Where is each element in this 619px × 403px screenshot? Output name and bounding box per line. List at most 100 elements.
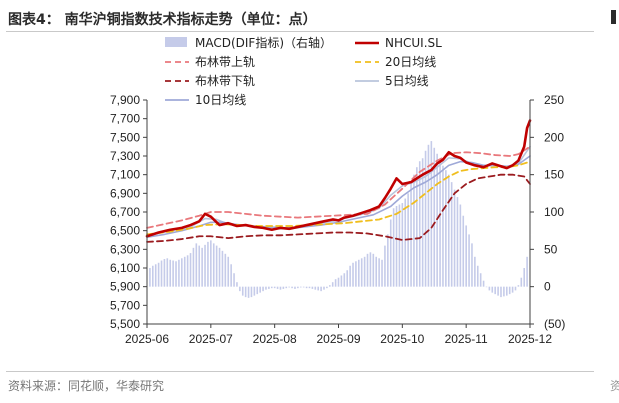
macd-bar-14 bbox=[189, 253, 192, 287]
macd-bar-40 bbox=[265, 286, 267, 290]
macd-bar-80 bbox=[381, 259, 383, 287]
macd-bar-114 bbox=[479, 273, 482, 287]
page-title: 图表4： 南华沪铜指数技术指标走势（单位：点） bbox=[8, 12, 317, 28]
legend-label-boll-upper: 布林带上轨 bbox=[195, 55, 255, 69]
macd-bar-73 bbox=[360, 258, 363, 287]
macd-bar-119 bbox=[494, 286, 496, 295]
x-tick-label: 2025-11 bbox=[445, 332, 488, 346]
macd-bar-30 bbox=[236, 282, 238, 287]
right-tick-label: 250 bbox=[544, 93, 564, 107]
macd-bar-32 bbox=[241, 286, 244, 296]
macd-bar-69 bbox=[349, 265, 351, 287]
next-figure-edge-marker bbox=[611, 10, 616, 24]
left-tick-label: 6,700 bbox=[110, 205, 140, 219]
macd-bar-27 bbox=[227, 256, 230, 287]
macd-bar-124 bbox=[508, 286, 511, 295]
macd-bar-48 bbox=[288, 286, 290, 288]
macd-bar-39 bbox=[262, 286, 264, 292]
left-tick-label: 7,900 bbox=[110, 93, 140, 107]
macd-bar-33 bbox=[244, 286, 247, 298]
macd-bar-76 bbox=[369, 252, 372, 287]
macd-bar-117 bbox=[488, 286, 491, 291]
macd-bar-108 bbox=[462, 215, 465, 287]
series-line-boll-lower bbox=[146, 173, 531, 243]
macd-bar-123 bbox=[505, 286, 508, 296]
series-lines bbox=[145, 119, 532, 243]
macd-bar-71 bbox=[355, 261, 357, 287]
macd-bar-93 bbox=[418, 161, 421, 287]
macd-bar-12 bbox=[183, 256, 186, 287]
macd-bar-46 bbox=[282, 286, 285, 289]
macd-bar-122 bbox=[503, 286, 505, 297]
x-tick-label: 2025-10 bbox=[380, 332, 424, 346]
macd-bar-105 bbox=[453, 189, 456, 287]
macd-bar-42 bbox=[270, 286, 273, 289]
macd-bar-5 bbox=[163, 259, 166, 287]
legend-label-boll-lower: 布林带下轨 bbox=[195, 74, 255, 88]
macd-bar-115 bbox=[482, 280, 485, 287]
macd-bar-127 bbox=[517, 285, 520, 287]
macd-bar-67 bbox=[343, 273, 346, 287]
macd-bar-56 bbox=[311, 286, 314, 289]
macd-bar-86 bbox=[398, 204, 401, 287]
macd-bar-95 bbox=[424, 150, 427, 287]
left-tick-label: 6,100 bbox=[110, 261, 140, 275]
x-tick-label: 2025-12 bbox=[508, 332, 552, 346]
x-tick-label: 2025-07 bbox=[189, 332, 233, 346]
chart-axes: 5,500 5,700 5,900 6,100 6,300 6,500 6,700 6,900… bbox=[110, 93, 565, 346]
left-tick-label: 5,500 bbox=[110, 317, 140, 331]
macd-bar-91 bbox=[413, 174, 415, 287]
x-tick-label: 2025-08 bbox=[253, 332, 297, 346]
right-tick-label: 100 bbox=[544, 205, 564, 219]
macd-bar-61 bbox=[326, 286, 328, 289]
series-line-boll-upper bbox=[146, 145, 531, 229]
macd-bar-81 bbox=[384, 245, 386, 287]
macd-bar-50 bbox=[294, 286, 296, 289]
macd-bar-13 bbox=[186, 255, 189, 287]
macd-bar-9 bbox=[175, 261, 177, 287]
left-tick-label: 6,500 bbox=[110, 224, 140, 238]
legend-label-ma5: 5日均线 bbox=[385, 74, 429, 88]
macd-bar-20 bbox=[207, 241, 209, 287]
macd-bar-52 bbox=[299, 286, 302, 288]
macd-bar-7 bbox=[169, 259, 172, 287]
macd-bar-2 bbox=[154, 264, 157, 287]
macd-bar-58 bbox=[317, 286, 319, 291]
macd-bar-116 bbox=[485, 286, 488, 288]
macd-bar-75 bbox=[366, 253, 369, 287]
series-line-nhcui bbox=[145, 119, 532, 238]
right-tick-label: 200 bbox=[544, 130, 564, 144]
macd-bar-68 bbox=[346, 270, 349, 287]
macd-bar-3 bbox=[157, 262, 160, 287]
series-line-ma20 bbox=[146, 160, 531, 236]
macd-bar-0 bbox=[149, 268, 151, 287]
macd-bar-64 bbox=[334, 279, 337, 287]
macd-bar-53 bbox=[302, 286, 305, 288]
macd-bar-19 bbox=[204, 244, 206, 287]
macd-bar-60 bbox=[323, 286, 325, 290]
macd-bar-82 bbox=[387, 234, 389, 287]
macd-bar-25 bbox=[221, 250, 224, 287]
macd-bar-97 bbox=[430, 141, 433, 287]
macd-bar-59 bbox=[320, 286, 322, 292]
macd-bar-18 bbox=[201, 247, 203, 287]
left-tick-label: 6,900 bbox=[110, 186, 140, 200]
macd-bar-112 bbox=[474, 256, 476, 287]
macd-bar-22 bbox=[212, 243, 215, 287]
macd-bar-4 bbox=[160, 260, 163, 287]
macd-bar-125 bbox=[511, 286, 514, 293]
macd-bar-102 bbox=[445, 170, 447, 287]
macd-bar-65 bbox=[337, 277, 340, 287]
left-tick-label: 6,300 bbox=[110, 242, 140, 256]
macd-bar-85 bbox=[395, 206, 398, 287]
macd-bar-113 bbox=[476, 265, 479, 287]
macd-bar-6 bbox=[166, 258, 169, 287]
macd-bar-88 bbox=[404, 198, 407, 287]
macd-bar-47 bbox=[285, 286, 288, 289]
left-tick-label: 7,500 bbox=[110, 130, 140, 144]
macd-bar-29 bbox=[233, 273, 235, 287]
legend-label-ma20: 20日均线 bbox=[385, 55, 436, 69]
macd-bar-99 bbox=[436, 153, 438, 287]
